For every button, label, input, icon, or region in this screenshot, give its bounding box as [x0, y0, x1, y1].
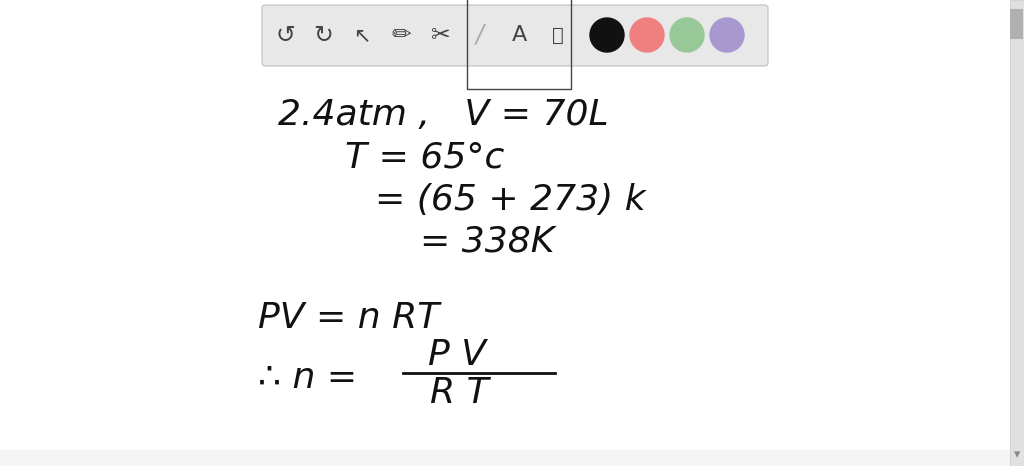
Text: ↻: ↻: [313, 23, 333, 47]
Text: ↺: ↺: [275, 23, 295, 47]
Text: R T: R T: [430, 376, 488, 410]
Text: ▾: ▾: [1014, 448, 1020, 461]
Circle shape: [710, 18, 744, 52]
FancyBboxPatch shape: [262, 5, 768, 66]
Text: A: A: [511, 25, 526, 45]
Text: = (65 + 273) k: = (65 + 273) k: [375, 183, 645, 217]
FancyBboxPatch shape: [1010, 9, 1023, 39]
Text: ↖: ↖: [353, 25, 371, 45]
Text: = 338K: = 338K: [420, 225, 555, 259]
Bar: [1010, 0, 1024, 466]
Text: PV = n RT: PV = n RT: [258, 301, 439, 335]
Text: P V: P V: [428, 338, 486, 372]
Circle shape: [590, 18, 624, 52]
Circle shape: [670, 18, 705, 52]
Bar: [0, 450, 1010, 466]
Text: ∴ n =: ∴ n =: [258, 361, 357, 395]
Text: 🖼: 🖼: [552, 26, 564, 44]
Text: ✏: ✏: [391, 23, 411, 47]
Text: 2.4atm ,   V = 70L: 2.4atm , V = 70L: [278, 98, 608, 132]
Circle shape: [630, 18, 664, 52]
Text: ✂: ✂: [431, 23, 451, 47]
Text: /: /: [476, 23, 484, 47]
Text: T = 65°c: T = 65°c: [345, 141, 505, 175]
